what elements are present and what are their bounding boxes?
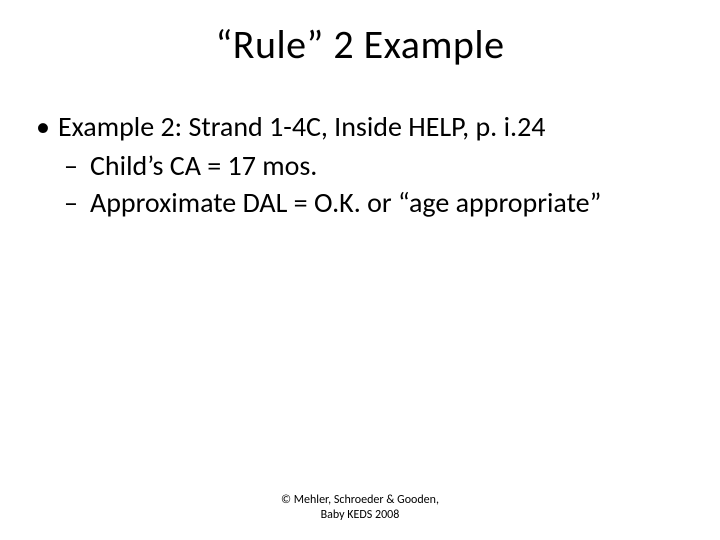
slide-footer: © Mehler, Schroeder & Gooden, Baby KEDS … [0, 493, 720, 522]
slide-title: “Rule” 2 Example [0, 0, 720, 69]
bullet-main-text: Example 2: Strand 1-4C, Inside HELP, p. … [58, 109, 545, 144]
slide-content: Example 2: Strand 1-4C, Inside HELP, p. … [0, 69, 720, 220]
bullet-list-level1: Example 2: Strand 1-4C, Inside HELP, p. … [30, 109, 690, 220]
bullet-list-level2: Child’s CA = 17 mos. Approximate DAL = O… [58, 148, 690, 220]
bullet-sub2: Approximate DAL = O.K. or “age appropria… [58, 185, 690, 220]
slide: “Rule” 2 Example Example 2: Strand 1-4C,… [0, 0, 720, 540]
footer-line2: Baby KEDS 2008 [0, 508, 720, 522]
bullet-sub1: Child’s CA = 17 mos. [58, 148, 690, 183]
bullet-main: Example 2: Strand 1-4C, Inside HELP, p. … [30, 109, 690, 220]
footer-line1: © Mehler, Schroeder & Gooden, [0, 493, 720, 507]
